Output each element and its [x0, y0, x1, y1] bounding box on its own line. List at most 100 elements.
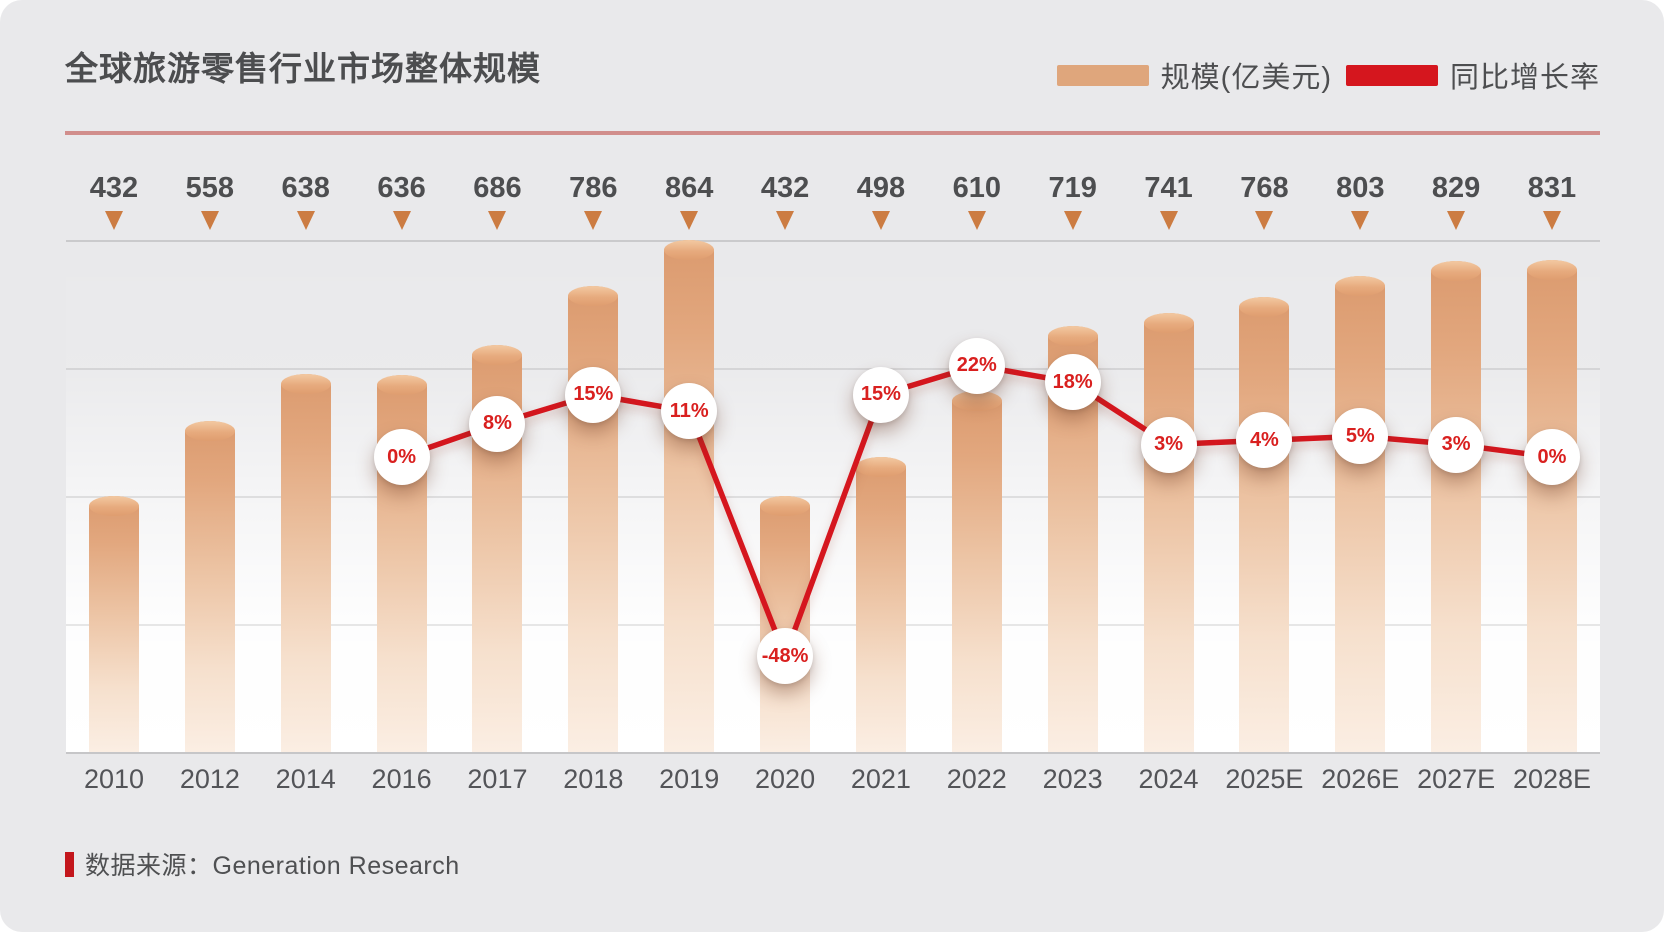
year-label: 2023: [1042, 764, 1103, 794]
down-triangle-icon: [680, 211, 699, 230]
bar: [855, 456, 906, 752]
bar-cap: [472, 345, 523, 366]
bar-value-label: 831: [1527, 172, 1577, 204]
bar-value-label: 498: [856, 172, 906, 204]
down-triangle-icon: [1063, 211, 1082, 230]
legend: 规模(亿美元) 同比增长率: [1056, 54, 1600, 96]
bar-value-label: 686: [473, 172, 522, 204]
source-accent-bar: [65, 851, 74, 877]
down-triangle-icon: [392, 211, 411, 230]
growth-badge: -48%: [757, 628, 814, 685]
year-label: 2018: [563, 764, 624, 794]
bar-value-label: 864: [664, 172, 714, 204]
bar: [1527, 259, 1577, 752]
down-triangle-icon: [1351, 211, 1370, 230]
down-triangle-icon: [296, 211, 315, 230]
bar-value-label: 432: [89, 172, 139, 204]
down-triangle-icon: [105, 211, 123, 230]
growth-badge: 4%: [1236, 412, 1293, 469]
year-label: 2022: [946, 764, 1007, 794]
bar-cap: [1143, 312, 1194, 333]
bar-cap: [1335, 276, 1386, 297]
down-triangle-icon: [967, 211, 986, 230]
bar-cap: [1239, 296, 1290, 317]
bar-cap: [1527, 259, 1577, 280]
year-label: 2026E: [1321, 764, 1400, 794]
bar-cap: [1431, 260, 1482, 281]
bar-cap: [1047, 325, 1098, 346]
bar: [951, 390, 1002, 752]
bar: [568, 286, 619, 752]
growth-badge: 15%: [852, 366, 909, 423]
bar-value-label: 786: [569, 172, 618, 204]
down-triangle-icon: [1447, 211, 1466, 230]
legend-item-scale: 规模(亿美元): [1056, 54, 1332, 96]
line-series-swatch: [1345, 64, 1438, 86]
year-label: 2014: [275, 764, 336, 794]
bar: [89, 496, 139, 752]
down-triangle-icon: [200, 211, 219, 230]
bar-cap: [664, 240, 715, 260]
bar-cap: [855, 456, 906, 477]
growth-badge: 18%: [1044, 354, 1101, 411]
growth-badge: 3%: [1140, 416, 1197, 473]
growth-badge: 8%: [469, 395, 526, 452]
bar-value-label: 432: [760, 172, 810, 204]
year-label: 2020: [755, 764, 816, 794]
bar: [1431, 260, 1482, 752]
down-triangle-icon: [488, 211, 507, 230]
bar-value-label: 768: [1240, 172, 1289, 204]
year-label: 2027E: [1417, 764, 1496, 794]
bar-value-label: 610: [952, 172, 1001, 204]
down-triangle-icon: [1159, 211, 1178, 230]
year-label: 2012: [179, 764, 240, 794]
source-note: 数据来源：Generation Research: [65, 846, 460, 882]
bar-series-swatch: [1056, 64, 1149, 86]
year-label: 2010: [83, 764, 145, 794]
bar-cap: [184, 421, 235, 442]
growth-badge: 0%: [1524, 429, 1580, 485]
growth-badge: 3%: [1428, 416, 1485, 473]
source-text: 数据来源：Generation Research: [85, 852, 460, 880]
bar-cap: [568, 286, 619, 307]
growth-badge: 22%: [948, 337, 1005, 394]
down-triangle-icon: [776, 211, 795, 230]
year-label: 2025E: [1225, 764, 1304, 794]
bar-cap: [760, 496, 811, 516]
bar-value-label: 558: [185, 172, 235, 204]
down-triangle-icon: [584, 211, 603, 230]
bar-value-label: 719: [1048, 172, 1097, 204]
down-triangle-icon: [1543, 211, 1561, 230]
legend-label-scale: 规模(亿美元): [1160, 62, 1332, 94]
growth-badge: 11%: [661, 383, 718, 440]
bar-cap: [376, 375, 427, 396]
bar-cap: [280, 373, 331, 394]
bar-value-label: 636: [377, 172, 426, 204]
bar-value-label: 829: [1431, 172, 1481, 204]
legend-label-growth: 同比增长率: [1449, 62, 1600, 94]
bar-value-label: 638: [281, 172, 330, 204]
bar: [760, 496, 811, 752]
bar: [184, 421, 235, 752]
legend-item-growth: 同比增长率: [1345, 54, 1600, 96]
growth-badge: 5%: [1332, 408, 1389, 465]
title-divider: [65, 131, 1600, 135]
down-triangle-icon: [1255, 211, 1274, 230]
x-axis-baseline: [66, 752, 1600, 754]
year-label: 2028E: [1512, 764, 1592, 794]
year-label: 2024: [1138, 764, 1199, 794]
growth-badge: 0%: [373, 429, 430, 485]
bar: [280, 373, 331, 752]
year-label: 2021: [850, 764, 911, 794]
year-label: 2016: [371, 764, 432, 794]
page-title: 全球旅游零售行业市场整体规模: [65, 50, 541, 87]
bar-value-label: 741: [1144, 172, 1193, 204]
grid-line: [66, 240, 1600, 242]
bar: [1335, 276, 1386, 752]
bar: [664, 240, 715, 752]
bar-value-label: 803: [1336, 172, 1385, 204]
year-label: 2019: [659, 764, 720, 794]
bar-cap: [89, 496, 139, 516]
